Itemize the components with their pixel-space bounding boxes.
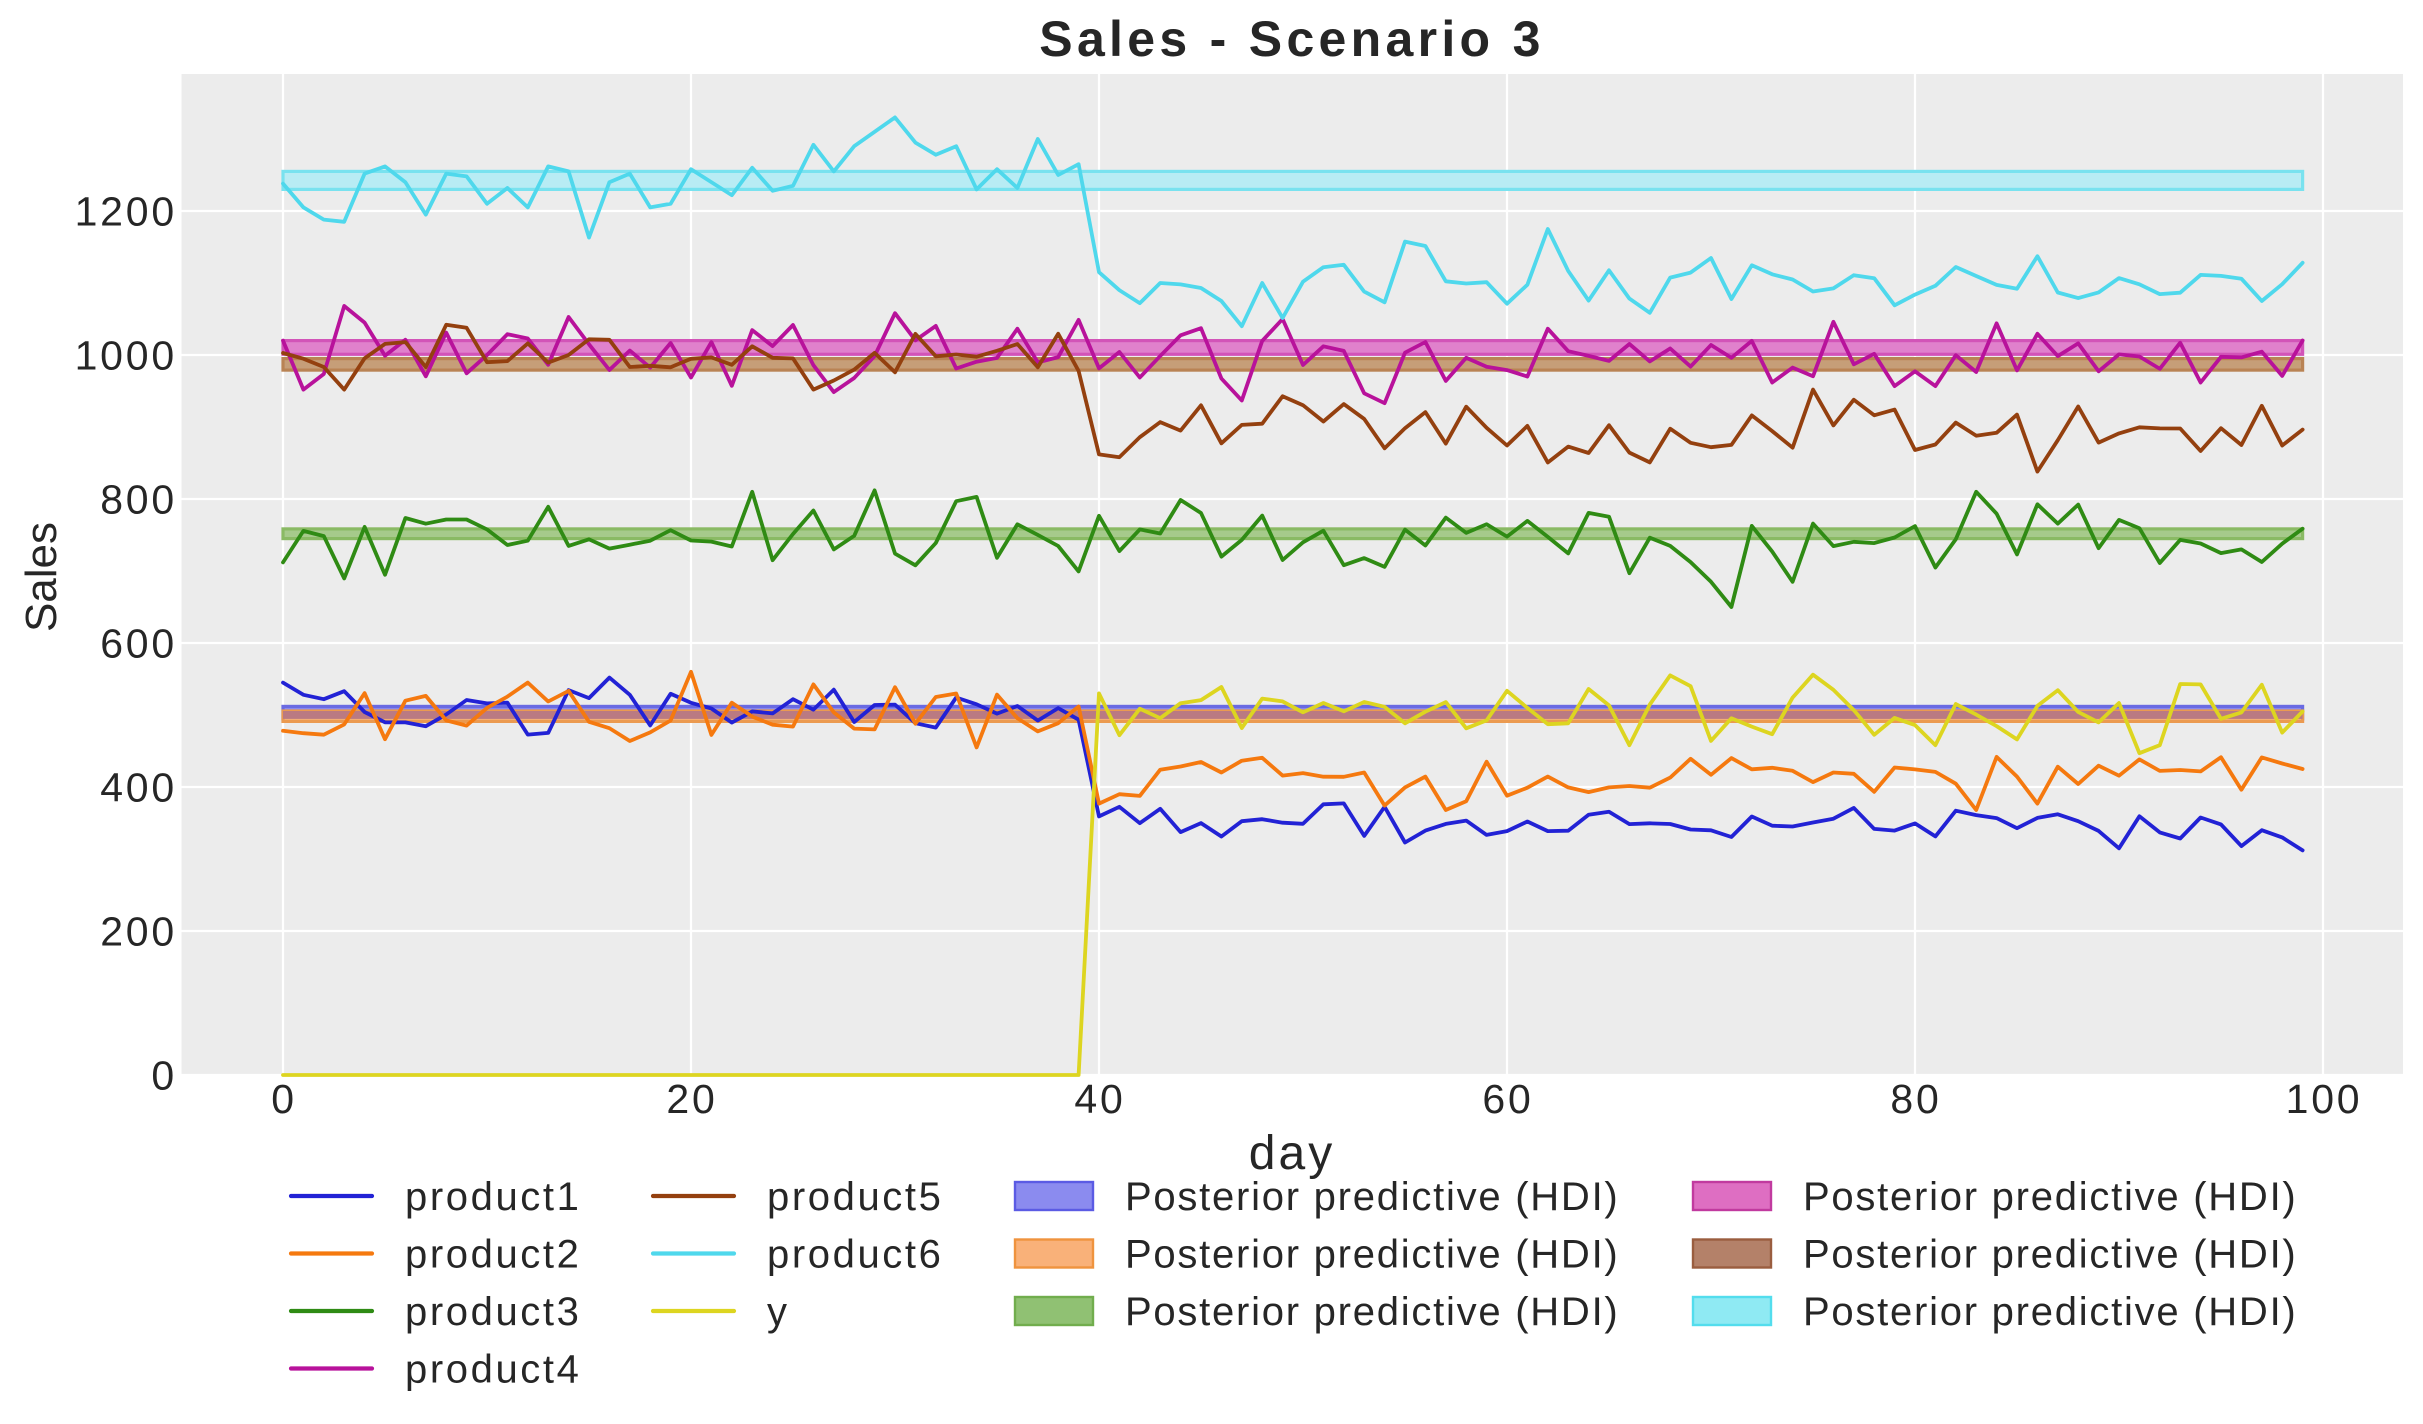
svg-text:1200: 1200 — [75, 189, 177, 235]
svg-text:400: 400 — [100, 765, 177, 811]
svg-text:600: 600 — [100, 621, 177, 667]
svg-text:100: 100 — [2286, 1076, 2363, 1122]
svg-text:y: y — [767, 1290, 790, 1334]
svg-text:1000: 1000 — [75, 333, 177, 379]
svg-text:Sales: Sales — [17, 522, 66, 632]
svg-text:0: 0 — [151, 1053, 177, 1099]
svg-text:product6: product6 — [767, 1233, 943, 1277]
svg-text:product1: product1 — [405, 1175, 581, 1219]
svg-text:product4: product4 — [405, 1348, 581, 1392]
svg-text:Posterior predictive (HDI): Posterior predictive (HDI) — [1803, 1175, 2298, 1219]
svg-text:Posterior predictive (HDI): Posterior predictive (HDI) — [1125, 1175, 1620, 1219]
svg-text:20: 20 — [666, 1076, 717, 1122]
svg-text:0: 0 — [271, 1076, 297, 1122]
svg-text:Posterior predictive (HDI): Posterior predictive (HDI) — [1125, 1233, 1620, 1277]
svg-text:800: 800 — [100, 477, 177, 523]
svg-text:product5: product5 — [767, 1175, 943, 1219]
svg-text:Posterior predictive (HDI): Posterior predictive (HDI) — [1803, 1290, 2298, 1334]
svg-text:product2: product2 — [405, 1233, 581, 1277]
svg-text:product3: product3 — [405, 1290, 581, 1334]
svg-text:60: 60 — [1482, 1076, 1533, 1122]
svg-text:40: 40 — [1074, 1076, 1125, 1122]
svg-text:day: day — [1249, 1127, 1335, 1180]
svg-text:Posterior predictive (HDI): Posterior predictive (HDI) — [1125, 1290, 1620, 1334]
svg-text:Sales - Scenario 3: Sales - Scenario 3 — [1039, 11, 1544, 67]
svg-text:80: 80 — [1890, 1076, 1941, 1122]
svg-text:200: 200 — [100, 909, 177, 955]
svg-text:Posterior predictive (HDI): Posterior predictive (HDI) — [1803, 1233, 2298, 1277]
